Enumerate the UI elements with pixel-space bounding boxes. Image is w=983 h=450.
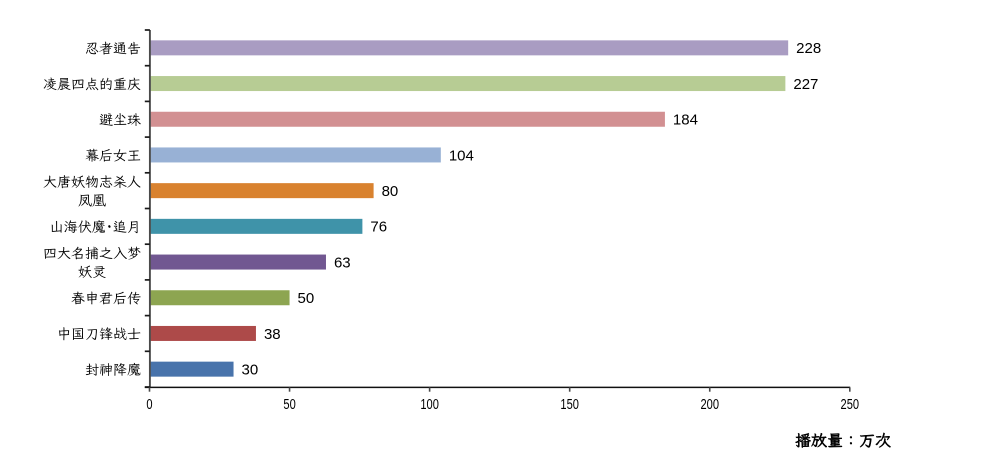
svg-text:184: 184 [673,112,698,129]
svg-text:100: 100 [420,395,439,412]
svg-text:50: 50 [298,290,315,307]
svg-text:250: 250 [841,395,860,412]
svg-text:63: 63 [334,254,351,271]
svg-text:150: 150 [560,395,579,412]
svg-text:76: 76 [370,219,387,236]
svg-text:104: 104 [449,147,474,164]
svg-text:228: 228 [796,40,821,57]
svg-text:38: 38 [264,326,281,343]
svg-text:80: 80 [382,183,399,200]
svg-text:50: 50 [283,395,295,412]
svg-text:0: 0 [146,395,152,412]
svg-text:227: 227 [793,76,818,93]
svg-text:30: 30 [242,361,259,378]
svg-text:200: 200 [700,395,719,412]
